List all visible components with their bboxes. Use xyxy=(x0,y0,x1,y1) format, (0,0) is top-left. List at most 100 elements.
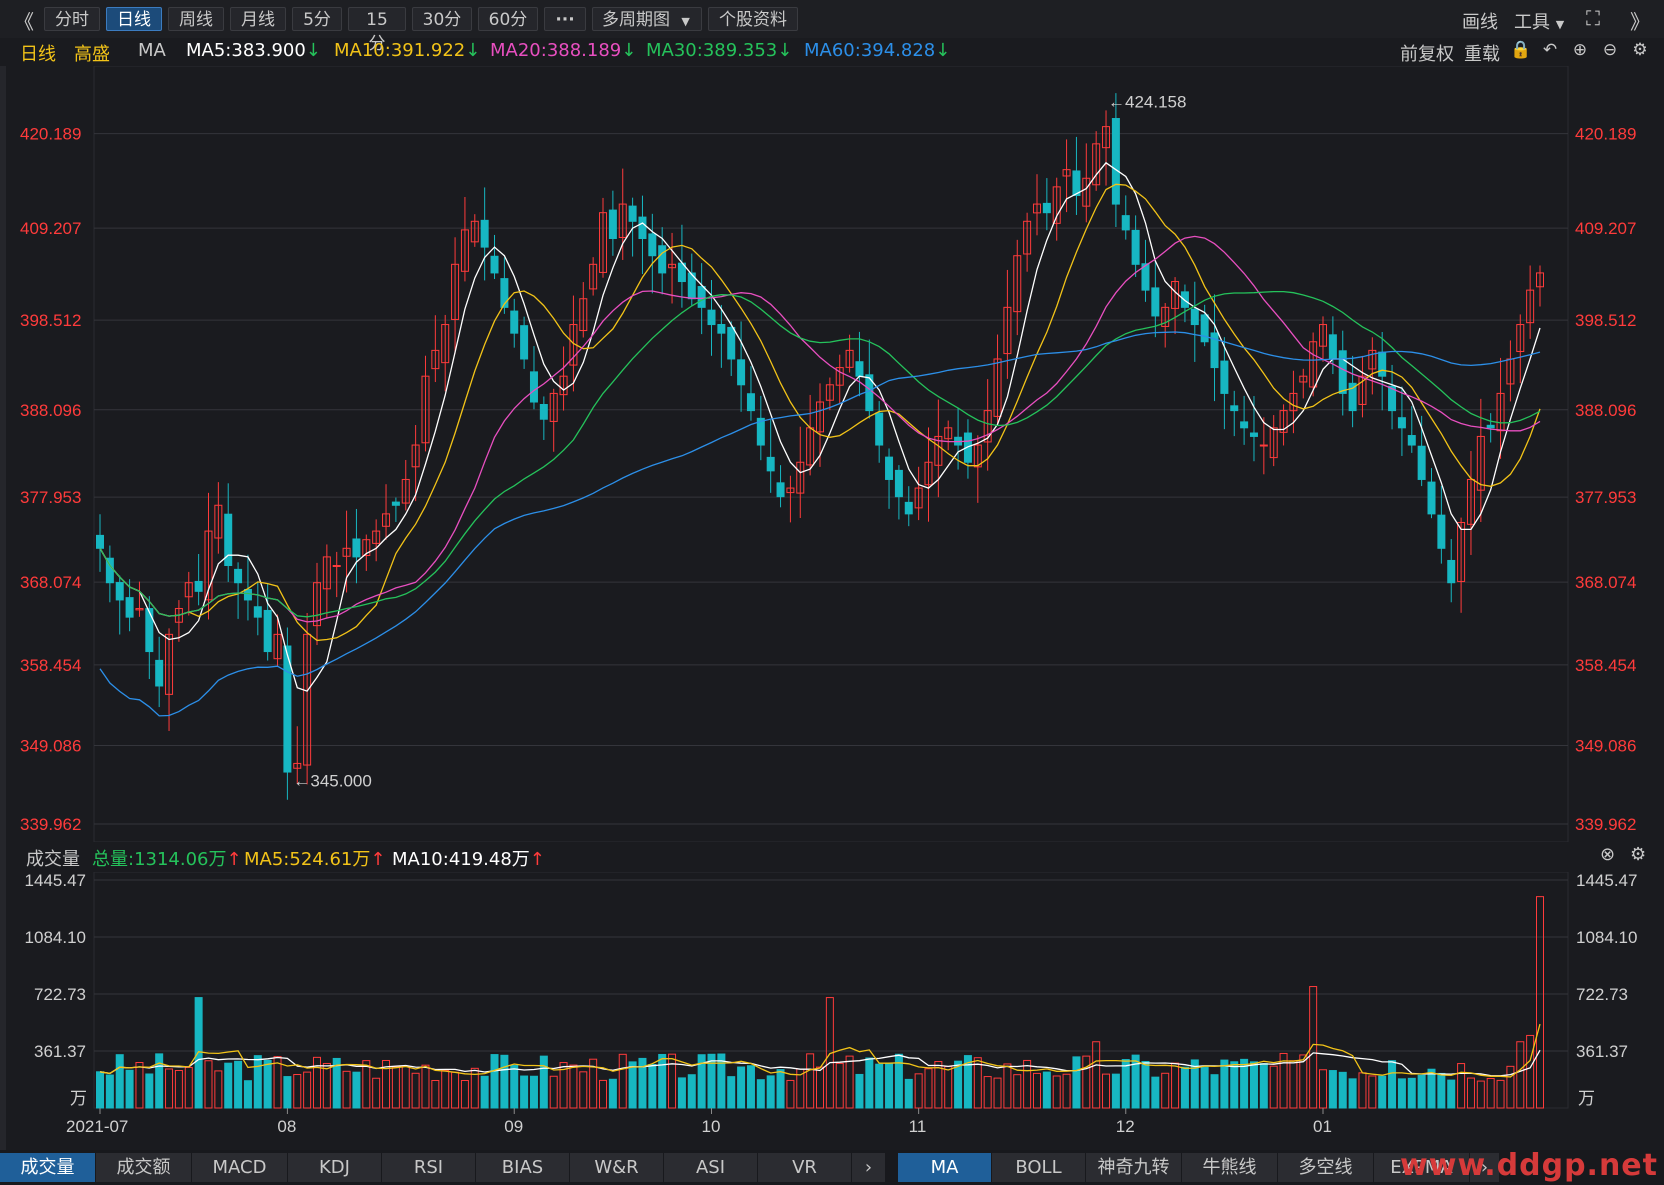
reload-button[interactable]: 重载 xyxy=(1464,44,1500,65)
volume-bar-up xyxy=(1092,1041,1101,1109)
ma20-line xyxy=(99,235,1541,623)
candle-up xyxy=(204,530,213,601)
tab-15min[interactable]: 15分 xyxy=(348,7,406,54)
candle-down xyxy=(253,606,262,618)
volume-bar-up xyxy=(1161,1072,1170,1109)
y-tick-label-left: 368.074 xyxy=(20,573,81,592)
y-tick-label-right: 368.074 xyxy=(1575,573,1636,592)
x-tick-label: 10 xyxy=(702,1117,721,1136)
tab-turnover[interactable]: 成交额 xyxy=(96,1153,192,1182)
tab-kdj[interactable]: KDJ xyxy=(288,1153,382,1182)
gear-icon[interactable]: ⚙ xyxy=(1630,844,1647,865)
y-tick-label-left: 398.512 xyxy=(20,311,81,330)
tab-monthly[interactable]: 月线 xyxy=(230,7,286,31)
tab-long-short[interactable]: 多空线 xyxy=(1278,1153,1374,1182)
tab-magic-nine[interactable]: 神奇九转 xyxy=(1086,1153,1182,1182)
volume-bar-up xyxy=(1516,1041,1525,1109)
chevron-down-icon: ▼ xyxy=(681,15,690,28)
zoom-out-icon[interactable]: ⊖ xyxy=(1602,40,1618,60)
candle-up xyxy=(401,478,410,504)
close-icon[interactable]: ⊗ xyxy=(1600,844,1616,865)
volume-ma10-line xyxy=(99,1049,1541,1077)
tab-bias[interactable]: BIAS xyxy=(476,1153,570,1182)
chevron-right-icon[interactable]: › xyxy=(852,1153,886,1182)
tab-expma[interactable]: EXPMA xyxy=(1374,1153,1470,1182)
forward-icon[interactable]: 》 xyxy=(1630,10,1650,34)
volume-bar-up xyxy=(342,1070,351,1109)
volume-frame xyxy=(93,872,1569,1109)
tab-5min[interactable]: 5分 xyxy=(292,7,342,31)
tab-asi[interactable]: ASI xyxy=(664,1153,758,1182)
candle-up xyxy=(1299,375,1308,383)
volume-bar-up xyxy=(845,1055,854,1109)
low-price-annotation: ←345.000 xyxy=(293,772,371,791)
tab-bull-bear[interactable]: 牛熊线 xyxy=(1182,1153,1278,1182)
draw-button[interactable]: 画线 xyxy=(1462,12,1498,33)
tab-vr[interactable]: VR xyxy=(758,1153,852,1182)
candle-up xyxy=(135,608,144,611)
candle-down xyxy=(707,309,716,326)
candle-down xyxy=(490,255,499,274)
tab-weekly[interactable]: 周线 xyxy=(168,7,224,31)
undo-icon[interactable]: ↶ xyxy=(1542,40,1558,60)
volume-bar-down xyxy=(707,1053,716,1109)
candlestick-chart[interactable]: 420.189 409.207 398.512 388.096 377.953 368.0… xyxy=(0,66,1664,842)
period-label: 日线 xyxy=(20,44,56,65)
tab-macd[interactable]: MACD xyxy=(192,1153,288,1182)
candle-up xyxy=(372,530,381,544)
candle-down xyxy=(1388,385,1397,412)
candle-up xyxy=(1289,392,1298,412)
more-button[interactable]: ··· xyxy=(544,7,586,31)
candle-up xyxy=(845,349,854,368)
x-tick-label: 12 xyxy=(1116,1117,1135,1136)
tab-volume[interactable]: 成交量 xyxy=(0,1153,96,1182)
candle-down xyxy=(1230,405,1239,412)
volume-chart[interactable]: 1445.47 1445.47 1084.10 1084.10 722.73 722.73… xyxy=(0,872,1664,1150)
candle-up xyxy=(1013,255,1022,313)
tab-rsi[interactable]: RSI xyxy=(382,1153,476,1182)
stock-info-button[interactable]: 个股资料 xyxy=(708,7,798,31)
candle-down xyxy=(658,245,667,274)
tab-30min[interactable]: 30分 xyxy=(412,7,472,31)
tools-dropdown[interactable]: 工具 ▼ xyxy=(1514,8,1564,34)
candle-up xyxy=(786,487,795,494)
volume-bar-down xyxy=(1427,1068,1436,1109)
volume-bar-up xyxy=(451,1071,460,1109)
volume-ma5-line xyxy=(99,1023,1541,1078)
tab-ma[interactable]: MA xyxy=(898,1153,992,1182)
volume-bar-down xyxy=(1190,1059,1199,1109)
multi-period-dropdown[interactable]: 多周期图 ▼ xyxy=(592,7,702,31)
volume-bar-down xyxy=(490,1054,499,1109)
volume-bar-down xyxy=(283,1076,292,1109)
volume-bar-up xyxy=(914,1073,923,1109)
lock-icon[interactable]: 🔒 xyxy=(1510,40,1532,60)
tab-60min[interactable]: 60分 xyxy=(478,7,538,31)
tab-wr[interactable]: W&R xyxy=(570,1153,664,1182)
candle-down xyxy=(500,278,509,308)
adjust-button[interactable]: 前复权 xyxy=(1400,44,1454,65)
x-tick-label: 08 xyxy=(277,1117,296,1136)
candle-down xyxy=(1348,382,1357,412)
tab-intraday[interactable]: 分时 xyxy=(44,7,100,31)
back-icon[interactable]: 《 xyxy=(14,10,34,34)
zoom-in-icon[interactable]: ⊕ xyxy=(1572,40,1588,60)
volume-bar-up xyxy=(1319,1069,1328,1109)
chevron-right-icon[interactable]: › xyxy=(1470,1153,1500,1182)
candle-up xyxy=(1476,435,1485,491)
fullscreen-icon[interactable]: ⛶ xyxy=(1586,6,1600,30)
volume-bar-down xyxy=(155,1053,164,1109)
volume-tick-left: 361.37 xyxy=(34,1042,86,1061)
candle-up xyxy=(411,444,420,468)
volume-bar-up xyxy=(1486,1077,1495,1109)
volume-bar-up xyxy=(431,1079,440,1109)
candle-up xyxy=(342,547,351,557)
ma-label[interactable]: MA xyxy=(138,40,166,61)
gear-icon[interactable]: ⚙ xyxy=(1632,40,1648,60)
candle-up xyxy=(470,220,479,243)
tab-daily[interactable]: 日线 xyxy=(106,7,162,31)
volume-bar-down xyxy=(243,1080,252,1109)
tab-boll[interactable]: BOLL xyxy=(992,1153,1086,1182)
volume-bar-up xyxy=(391,1066,400,1109)
volume-bar-up xyxy=(1013,1074,1022,1109)
ma5-value: MA5:383.900↓ xyxy=(186,40,321,61)
